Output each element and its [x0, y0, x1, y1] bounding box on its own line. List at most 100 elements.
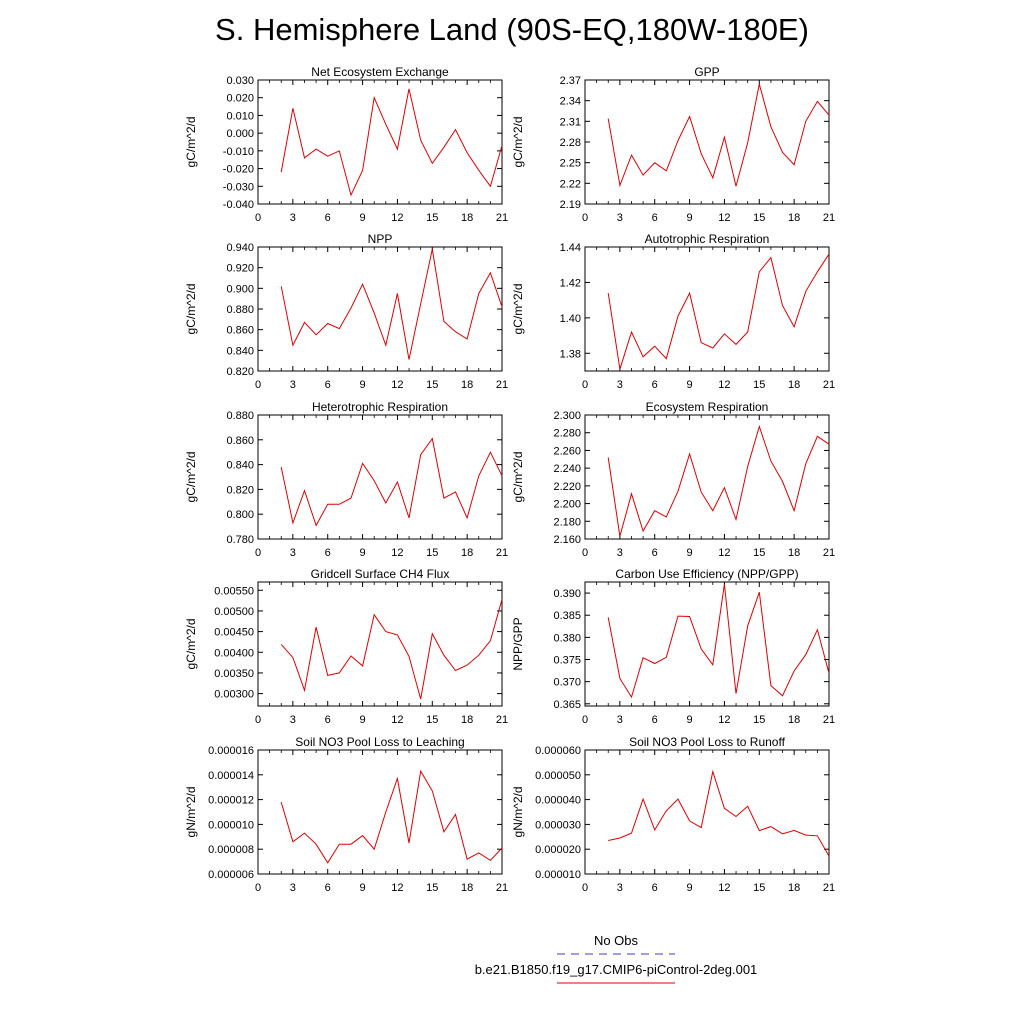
y-tick-label: 0.000060	[535, 745, 581, 757]
y-tick-label: 0.940	[226, 242, 254, 254]
y-tick-label: 0.780	[226, 534, 254, 546]
y-tick-label: 0.800	[226, 509, 254, 521]
y-tick-label: 0.00350	[214, 668, 254, 680]
y-tick-label: 0.820	[226, 484, 254, 496]
legend-label-no-obs: No Obs	[593, 933, 639, 948]
x-tick-label: 3	[290, 212, 296, 224]
x-tick-label: 3	[290, 547, 296, 559]
y-tick-label: 0.000020	[535, 844, 581, 856]
chart-panel-9: Soil NO3 Pool Loss to Runoff gN/m^2/d 0 3 6 9…	[511, 735, 835, 894]
x-tick-label: 0	[255, 212, 261, 224]
plot-frame	[584, 581, 830, 707]
y-tick-label: 0.000012	[208, 795, 254, 807]
x-tick-label: 9	[687, 547, 693, 559]
x-tick-label: 6	[652, 212, 658, 224]
y-axis-label: gN/m^2/d	[511, 787, 525, 838]
x-tick-label: 0	[255, 547, 261, 559]
series-line-0	[280, 437, 503, 527]
y-tick-label: 0.000016	[208, 745, 254, 757]
chart-panel-4: Heterotrophic Respiration gC/m^2/d 0 3 6 9 12 1…	[184, 400, 508, 559]
y-tick-label: 2.160	[553, 534, 581, 546]
y-tick-label: 0.000	[226, 128, 254, 140]
y-tick-label: -0.040	[223, 199, 254, 211]
x-tick-label: 6	[652, 547, 658, 559]
x-tick-label: 21	[496, 714, 508, 726]
x-tick-label: 3	[290, 714, 296, 726]
panel-title: Autotrophic Respiration	[645, 232, 770, 246]
panel-title: Gridcell Surface CH4 Flux	[311, 567, 450, 581]
y-tick-label: 2.220	[553, 481, 581, 493]
y-tick-label: 0.000040	[535, 795, 581, 807]
y-tick-label: 2.19	[560, 199, 581, 211]
x-tick-label: 6	[325, 714, 331, 726]
y-tick-label: 0.385	[553, 610, 581, 622]
x-tick-label: 18	[788, 547, 800, 559]
x-tick-label: 21	[496, 882, 508, 894]
y-tick-label: 1.42	[560, 277, 581, 289]
x-tick-label: 21	[823, 714, 835, 726]
x-tick-label: 6	[652, 714, 658, 726]
y-tick-label: 0.000014	[208, 770, 254, 782]
x-tick-label: 12	[718, 882, 730, 894]
x-tick-label: 9	[687, 379, 693, 391]
x-tick-label: 0	[255, 379, 261, 391]
chart-panel-7: Carbon Use Efficiency (NPP/GPP) NPP/GPP 0 3…	[511, 567, 835, 726]
y-tick-label: 2.25	[560, 158, 581, 170]
x-tick-label: 15	[753, 547, 765, 559]
y-tick-label: 0.840	[226, 460, 254, 472]
x-tick-label: 3	[290, 882, 296, 894]
plot-frame	[257, 414, 503, 540]
x-tick-label: 18	[461, 714, 473, 726]
y-tick-label: 2.31	[560, 116, 581, 128]
y-tick-label: 0.370	[553, 677, 581, 689]
x-tick-label: 9	[360, 882, 366, 894]
x-tick-label: 3	[617, 212, 623, 224]
x-tick-label: 15	[753, 212, 765, 224]
x-tick-label: 18	[788, 714, 800, 726]
plot-frame	[584, 246, 830, 372]
series-line-0	[607, 83, 830, 188]
y-tick-label: 2.260	[553, 445, 581, 457]
y-tick-label: 0.860	[226, 435, 254, 447]
y-tick-label: 2.300	[553, 410, 581, 422]
series-line-0	[608, 769, 830, 857]
x-tick-label: 9	[360, 379, 366, 391]
series-line-0	[607, 253, 830, 370]
x-tick-label: 15	[426, 714, 438, 726]
y-axis-label: gN/m^2/d	[184, 787, 198, 838]
y-axis-label: gC/m^2/d	[511, 284, 525, 335]
x-tick-label: 9	[687, 212, 693, 224]
x-tick-label: 0	[255, 882, 261, 894]
x-tick-label: 6	[325, 212, 331, 224]
x-tick-label: 12	[718, 547, 730, 559]
x-tick-label: 18	[461, 547, 473, 559]
y-tick-label: 2.37	[560, 75, 581, 87]
x-tick-label: 6	[325, 547, 331, 559]
x-tick-label: 21	[823, 212, 835, 224]
series-line-0	[607, 584, 830, 699]
y-tick-label: 0.00550	[214, 585, 254, 597]
chart-panel-0: Net Ecosystem Exchange gC/m^2/d 0 3 6 9 12 15 18…	[184, 65, 508, 224]
series-line-0	[607, 424, 830, 537]
x-tick-label: 21	[823, 547, 835, 559]
y-tick-label: 0.000010	[535, 869, 581, 881]
y-tick-label: 0.000008	[208, 844, 254, 856]
y-tick-label: -0.010	[223, 146, 254, 158]
x-tick-label: 15	[753, 714, 765, 726]
x-tick-label: 18	[788, 212, 800, 224]
x-tick-label: 15	[753, 882, 765, 894]
panel-title: Ecosystem Respiration	[646, 400, 769, 414]
x-tick-label: 15	[426, 547, 438, 559]
x-tick-label: 12	[391, 379, 403, 391]
chart-panel-2: NPP gC/m^2/d 0 3 6 9 12 15 18 21 0.820 0.840 0.860 0.…	[184, 232, 508, 391]
series-line-0	[280, 248, 503, 360]
x-tick-label: 18	[461, 212, 473, 224]
plot-frame	[584, 79, 830, 205]
panel-title: Carbon Use Efficiency (NPP/GPP)	[615, 567, 798, 581]
x-tick-label: 15	[426, 882, 438, 894]
x-tick-label: 0	[582, 547, 588, 559]
y-axis-label: gC/m^2/d	[184, 117, 198, 168]
legend-label-model-run: b.e21.B1850.f19_g17.CMIP6-piControl-2deg…	[474, 962, 758, 977]
y-tick-label: 0.860	[226, 325, 254, 337]
chart-panel-8: Soil NO3 Pool Loss to Leaching gN/m^2/d 0 3…	[184, 735, 508, 894]
